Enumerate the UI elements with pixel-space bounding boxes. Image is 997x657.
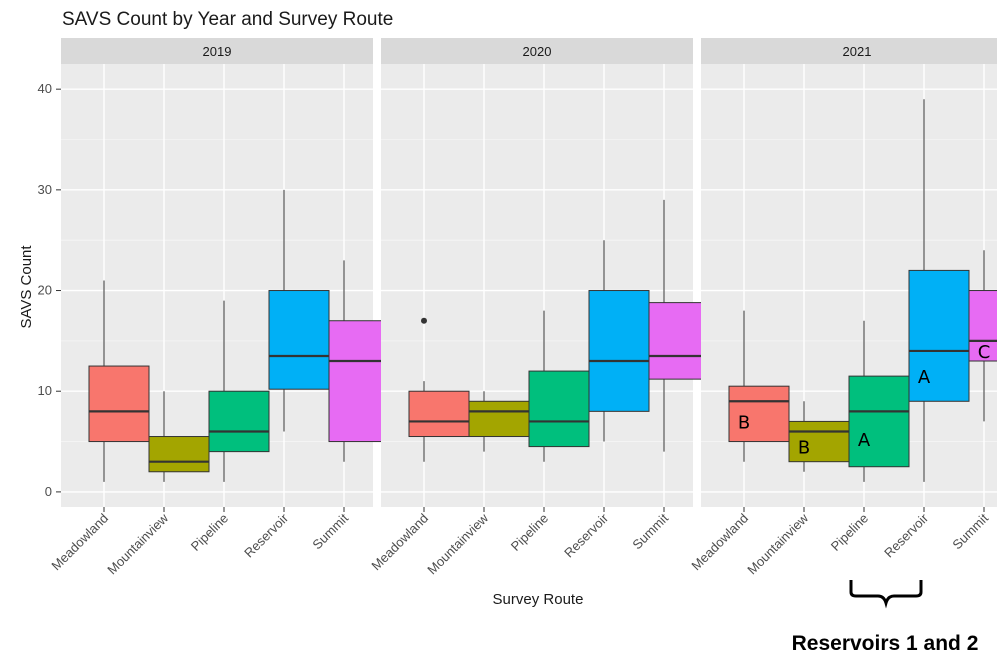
group-letter: B (738, 412, 750, 433)
x-tick-label: Mountainview (424, 510, 491, 577)
x-tick-label: Summit (949, 510, 991, 552)
x-tick-label: Meadowland (48, 511, 111, 574)
chart-title: SAVS Count by Year and Survey Route (62, 9, 393, 30)
box-pipeline (528, 310, 590, 462)
x-tick-label: Reservoir (561, 510, 611, 560)
box-reservoir: A (908, 99, 970, 482)
box-body (148, 436, 210, 473)
x-axis-title: Survey Route (493, 591, 584, 608)
y-tick-label: 10 (38, 383, 52, 398)
box-mountainview (148, 391, 210, 482)
y-tick-label: 40 (38, 81, 52, 96)
group-letter: A (858, 430, 871, 451)
box-pipeline (208, 300, 270, 482)
box-meadowland (408, 317, 470, 462)
strip-background (61, 38, 373, 64)
y-tick-label: 0 (45, 484, 52, 499)
y-tick-label: 30 (38, 182, 52, 197)
box-body (588, 290, 650, 412)
reservoirs-bracket (849, 580, 923, 609)
box-body (848, 375, 910, 468)
x-tick-label: Meadowland (368, 511, 431, 574)
box-body (208, 390, 270, 453)
box-reservoir (268, 189, 330, 432)
strip-label: 2021 (843, 44, 872, 59)
group-letter: A (918, 367, 931, 388)
x-tick-label: Summit (629, 510, 671, 552)
x-tick-label: Reservoir (881, 510, 931, 560)
strip-background (381, 38, 693, 64)
box-meadowland: B (728, 310, 790, 462)
group-letter: C (978, 342, 991, 363)
x-tick-label: Mountainview (104, 510, 171, 577)
x-tick-label: Pipeline (828, 511, 871, 554)
box-summit (328, 260, 390, 462)
box-body (648, 302, 710, 380)
box-mountainview (468, 391, 530, 452)
box-reservoir (588, 240, 650, 442)
box-meadowland (88, 280, 150, 482)
x-tick-label: Pipeline (188, 511, 231, 554)
strip-label: 2019 (203, 44, 232, 59)
box-body (268, 290, 330, 390)
box-body (908, 269, 970, 402)
x-tick-label: Meadowland (688, 511, 751, 574)
box-body (408, 390, 470, 438)
x-tick-label: Pipeline (508, 511, 551, 554)
y-tick-label: 20 (38, 283, 52, 298)
y-axis-title: SAVS Count (18, 245, 35, 329)
box-body (328, 320, 390, 443)
x-tick-label: Mountainview (744, 510, 811, 577)
box-summit: C (968, 250, 997, 422)
outlier-point (421, 317, 427, 324)
bracket-label: Reservoirs 1 and 2 (792, 632, 979, 655)
strip-label: 2020 (523, 44, 552, 59)
box-body (88, 365, 150, 443)
group-letter: B (798, 438, 810, 459)
box-body (528, 370, 590, 448)
x-tick-label: Summit (309, 510, 351, 552)
strip-background (701, 38, 997, 64)
box-body (728, 385, 790, 443)
box-body (468, 400, 530, 438)
box-pipeline: A (848, 320, 910, 482)
box-body (968, 290, 997, 362)
x-tick-label: Reservoir (241, 510, 291, 560)
